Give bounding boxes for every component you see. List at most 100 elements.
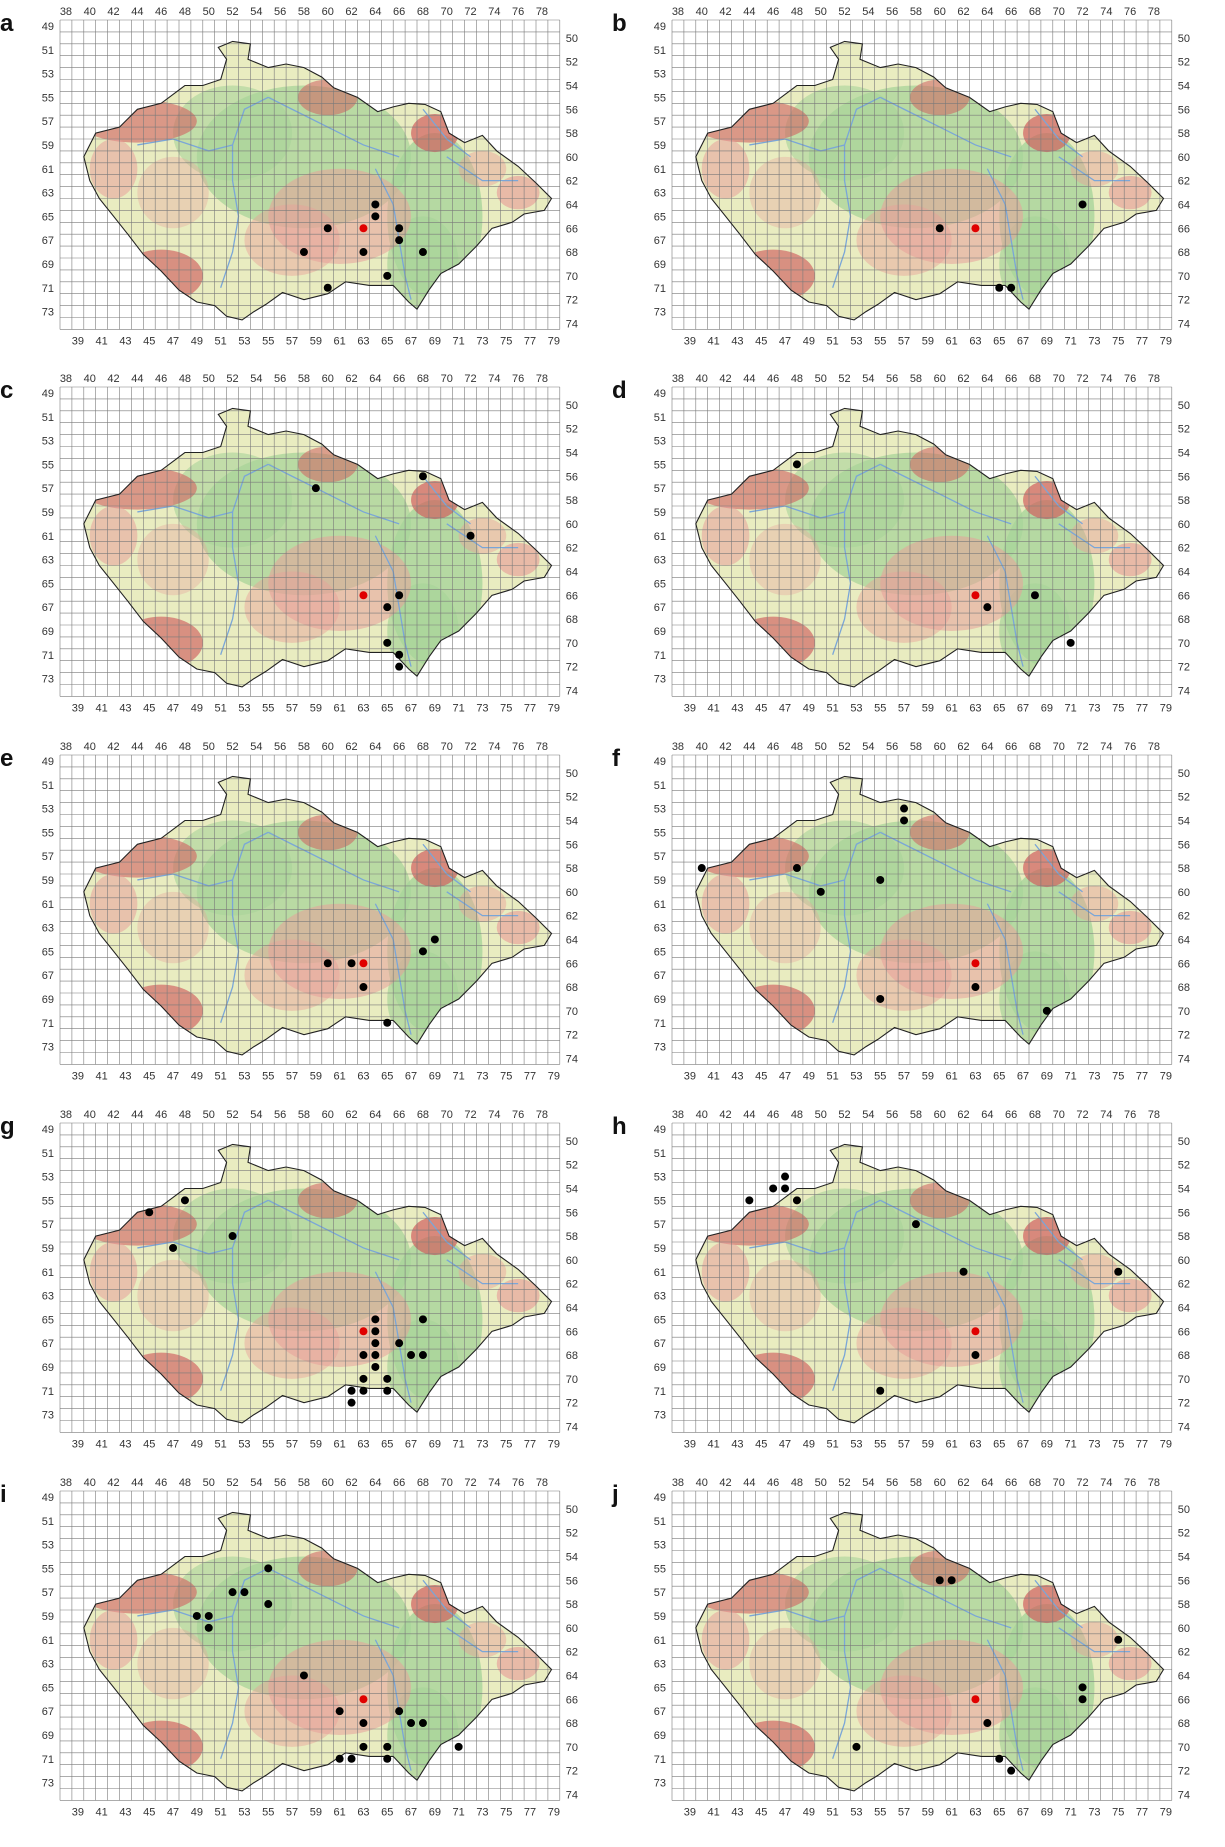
relief-area [119,1352,203,1406]
bottom-tick-label: 63 [969,1070,981,1082]
relief-area [1070,150,1119,187]
bottom-tick-label: 77 [1136,1806,1148,1818]
top-tick-label: 74 [488,1109,500,1121]
top-tick-label: 60 [934,741,946,753]
relief-area [880,1271,1024,1367]
relief-area [244,939,340,1011]
relief-area [856,571,952,643]
relief-area [749,891,821,964]
left-tick-label: 73 [654,1410,666,1422]
bottom-tick-label: 47 [167,702,179,714]
relief-area [411,1217,459,1256]
top-tick-label: 48 [179,1477,191,1489]
record-point [347,959,356,968]
top-tick-label: 42 [719,6,731,18]
left-tick-label: 57 [654,483,666,495]
relief-area [1108,542,1152,577]
bottom-tick-label: 43 [731,1070,743,1082]
right-tick-label: 60 [566,1255,578,1267]
bottom-tick-label: 43 [731,702,743,714]
right-tick-label: 72 [566,1030,578,1042]
highlight-point [971,591,980,600]
top-tick-label: 74 [1100,1477,1112,1489]
grid [671,19,1173,330]
relief-area [701,139,750,199]
relief-area [1108,175,1152,210]
relief-area [244,1675,340,1747]
left-tick-label: 57 [42,1219,54,1231]
right-tick-label: 60 [1178,1255,1190,1267]
left-tick-label: 69 [42,259,54,271]
record-points [792,460,1075,647]
top-tick-label: 40 [696,373,708,385]
bottom-tick-label: 49 [803,1438,815,1450]
left-tick-label: 53 [654,1172,666,1184]
bottom-tick-label: 55 [262,702,274,714]
top-tick-label: 42 [719,1477,731,1489]
river-line [1058,891,1131,917]
right-tick-label: 66 [566,223,578,235]
bottom-tick-label: 43 [119,335,131,347]
left-tick-label: 69 [42,1730,54,1742]
bottom-tick-label: 67 [405,1806,417,1818]
record-point [935,224,944,233]
bottom-tick-label: 61 [946,335,958,347]
record-point [383,1386,392,1395]
relief-area [119,616,203,670]
bottom-tick-label: 67 [1017,1070,1029,1082]
map-b: 38 40 42 44 46 48 50 52 54 56 58 60 62 64 66 68 70 72 74 76… [654,6,1190,347]
top-tick-label: 78 [1148,741,1160,753]
relief-area [119,249,203,303]
record-point [347,1386,356,1395]
bottom-tick-label: 71 [453,702,465,714]
bottom-tick-label: 59 [922,702,934,714]
left-tick-label: 69 [654,259,666,271]
river-line [1058,156,1131,182]
relief-area [1108,1278,1152,1313]
top-tick-label: 56 [886,741,898,753]
panel-letter: h [612,1113,627,1140]
bottom-tick-label: 51 [215,702,227,714]
record-point [911,1220,920,1229]
left-tick-label: 61 [42,1635,54,1647]
left-tick-label: 73 [654,1778,666,1790]
bottom-tick-label: 71 [453,1438,465,1450]
bottom-tick-label: 47 [167,335,179,347]
right-tick-label: 74 [566,685,578,697]
river-line [986,1639,1024,1771]
grid [671,386,1173,697]
map-g: 38 40 42 44 46 48 50 52 54 56 58 60 62 64 66 68 70 72 74 76… [42,1109,578,1450]
top-tick-label: 50 [203,1109,215,1121]
right-tick-label: 54 [1178,447,1190,459]
left-tick-label: 49 [42,756,54,768]
top-tick-label: 72 [1076,6,1088,18]
bottom-tick-label: 59 [310,702,322,714]
top-tick-label: 58 [298,6,310,18]
right-tick-label: 52 [1178,792,1190,804]
top-tick-label: 76 [1124,1109,1136,1121]
relief-area [701,1610,750,1670]
top-tick-label: 48 [791,6,803,18]
bottom-tick-label: 39 [72,1070,84,1082]
bottom-tick-label: 63 [357,335,369,347]
left-tick-label: 49 [654,1124,666,1136]
bottom-tick-label: 53 [850,1806,862,1818]
bottom-tick-label: 39 [72,335,84,347]
relief-area [119,984,203,1038]
left-tick-label: 65 [654,578,666,590]
left-tick-label: 67 [654,602,666,614]
bottom-tick-label: 63 [969,1438,981,1450]
record-point [407,1719,416,1728]
top-tick-label: 76 [1124,741,1136,753]
right-tick-label: 62 [1178,543,1190,555]
record-point [900,816,909,825]
top-tick-label: 38 [672,1109,684,1121]
top-tick-label: 54 [862,1477,874,1489]
left-tick-label: 71 [42,1018,54,1030]
left-tick-label: 63 [42,188,54,200]
river-line [986,1271,1024,1403]
bottom-tick-label: 71 [1065,702,1077,714]
bottom-tick-label: 69 [1041,335,1053,347]
left-tick-label: 63 [654,188,666,200]
left-tick-label: 53 [42,69,54,81]
